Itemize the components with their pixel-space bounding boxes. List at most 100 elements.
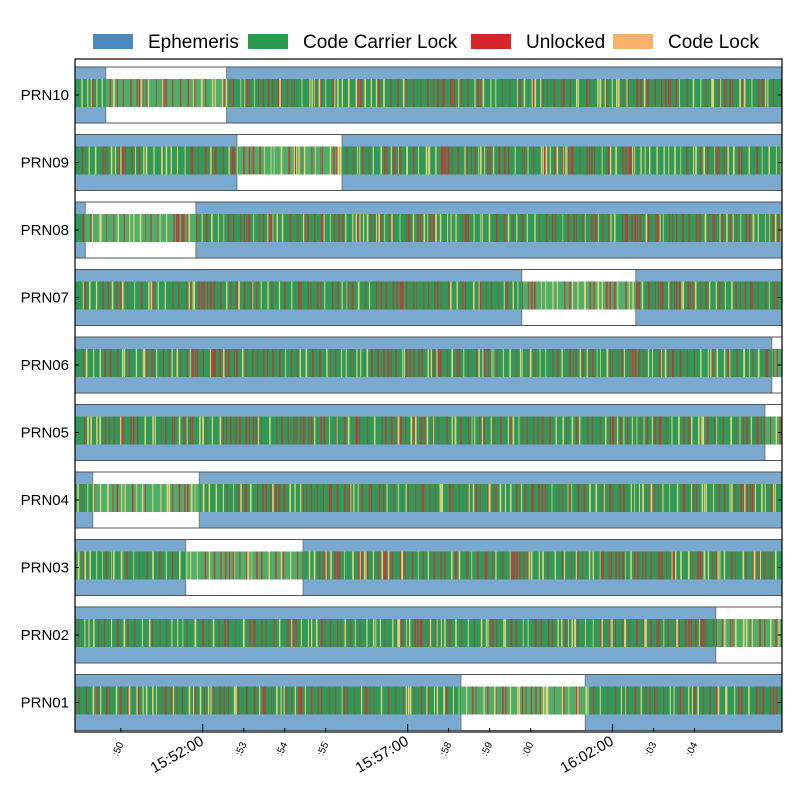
lock-event-stripe <box>105 146 107 175</box>
lock-event-stripe <box>632 146 634 175</box>
lock-event-stripe <box>370 484 373 512</box>
lock-event-stripe <box>359 214 361 242</box>
lock-event-stripe <box>719 214 721 242</box>
lock-event-stripe <box>392 281 395 310</box>
lock-event-stripe <box>673 686 675 715</box>
lock-event-stripe <box>608 551 610 580</box>
lock-event-stripe <box>498 146 501 175</box>
lock-event-stripe <box>144 416 146 445</box>
lock-event-stripe <box>420 416 423 445</box>
lock-events <box>83 349 778 377</box>
lock-event-stripe <box>473 281 475 310</box>
lock-event-stripe <box>359 146 361 175</box>
lock-event-stripe <box>311 79 313 107</box>
lock-event-stripe <box>745 551 747 580</box>
lock-event-stripe <box>321 214 323 242</box>
lock-event-stripe <box>455 214 457 242</box>
lock-event-stripe <box>406 619 408 647</box>
lock-event-stripe <box>703 146 705 175</box>
lock-event-stripe <box>663 146 665 175</box>
lock-event-stripe <box>252 349 254 377</box>
lock-event-stripe <box>565 146 567 175</box>
lock-event-stripe <box>256 551 258 580</box>
lock-event-stripe <box>423 281 425 310</box>
lock-event-stripe <box>545 214 548 242</box>
lock-event-stripe <box>92 484 95 512</box>
lock-event-stripe <box>298 686 300 715</box>
lock-event-stripe <box>565 619 567 647</box>
lock-event-stripe <box>656 619 658 647</box>
lock-event-stripe <box>654 281 656 310</box>
lock-event-stripe <box>96 551 98 580</box>
lock-events <box>77 484 776 512</box>
lock-event-stripe <box>354 686 356 715</box>
lock-event-stripe <box>661 349 662 377</box>
lock-event-stripe <box>111 619 113 647</box>
lock-event-stripe <box>554 146 556 175</box>
lock-event-stripe <box>182 619 184 647</box>
lock-event-stripe <box>517 79 518 107</box>
lock-event-stripe <box>320 146 322 175</box>
lock-event-stripe <box>488 484 490 512</box>
lock-event-stripe <box>720 79 722 107</box>
lock-event-stripe <box>189 349 191 377</box>
lock-event-stripe <box>92 686 95 715</box>
lock-event-stripe <box>157 281 159 310</box>
lock-event-stripe <box>715 551 718 580</box>
lock-event-stripe <box>643 349 645 377</box>
lock-event-stripe <box>428 146 430 175</box>
lock-event-stripe <box>254 619 256 647</box>
lock-event-stripe <box>690 619 693 647</box>
lock-event-stripe <box>447 146 450 175</box>
lock-event-stripe <box>337 619 338 647</box>
lock-event-stripe <box>527 619 529 647</box>
lock-event-stripe <box>597 281 600 310</box>
lock-event-stripe <box>512 281 514 310</box>
lock-event-stripe <box>329 214 331 242</box>
lock-event-stripe <box>123 619 126 647</box>
lock-event-stripe <box>234 551 235 580</box>
lock-event-stripe <box>456 349 459 377</box>
lock-event-stripe <box>292 619 295 647</box>
lock-event-stripe <box>411 551 414 580</box>
lock-event-stripe <box>485 551 488 580</box>
lock-event-stripe <box>211 146 213 175</box>
lock-event-stripe <box>712 349 714 377</box>
lock-event-stripe <box>535 686 537 715</box>
lock-event-stripe <box>282 551 285 580</box>
lock-event-stripe <box>648 79 649 107</box>
lock-event-stripe <box>707 214 709 242</box>
lock-event-stripe <box>620 686 622 715</box>
lock-event-stripe <box>127 686 129 715</box>
lock-event-stripe <box>311 146 313 175</box>
lock-event-stripe <box>693 146 694 175</box>
lock-event-stripe <box>383 484 385 512</box>
lock-event-stripe <box>493 146 495 175</box>
lock-event-stripe <box>249 416 250 445</box>
lock-event-stripe <box>606 79 608 107</box>
row-prn09: PRN09 <box>21 134 783 191</box>
lock-event-stripe <box>407 146 408 175</box>
row-prn08: PRN08 <box>21 201 783 259</box>
lock-event-stripe <box>574 619 576 647</box>
lock-event-stripe <box>628 146 631 175</box>
lock-event-stripe <box>336 416 338 445</box>
row-label: PRN07 <box>21 290 69 307</box>
lock-event-stripe <box>334 551 336 580</box>
lock-event-stripe <box>688 416 690 445</box>
lock-event-stripe <box>152 281 155 310</box>
lock-event-stripe <box>386 484 388 512</box>
lock-event-stripe <box>375 79 378 107</box>
lock-event-stripe <box>660 281 662 310</box>
lock-event-stripe <box>163 79 165 107</box>
lock-event-stripe <box>142 79 144 107</box>
lock-event-stripe <box>732 214 734 242</box>
lock-event-stripe <box>588 551 591 580</box>
lock-event-stripe <box>135 146 136 175</box>
lock-event-stripe <box>769 686 771 715</box>
lock-event-stripe <box>194 619 197 647</box>
lock-event-stripe <box>623 416 625 445</box>
lock-event-stripe <box>568 146 570 175</box>
lock-event-stripe <box>123 214 125 242</box>
lock-event-stripe <box>401 619 403 647</box>
